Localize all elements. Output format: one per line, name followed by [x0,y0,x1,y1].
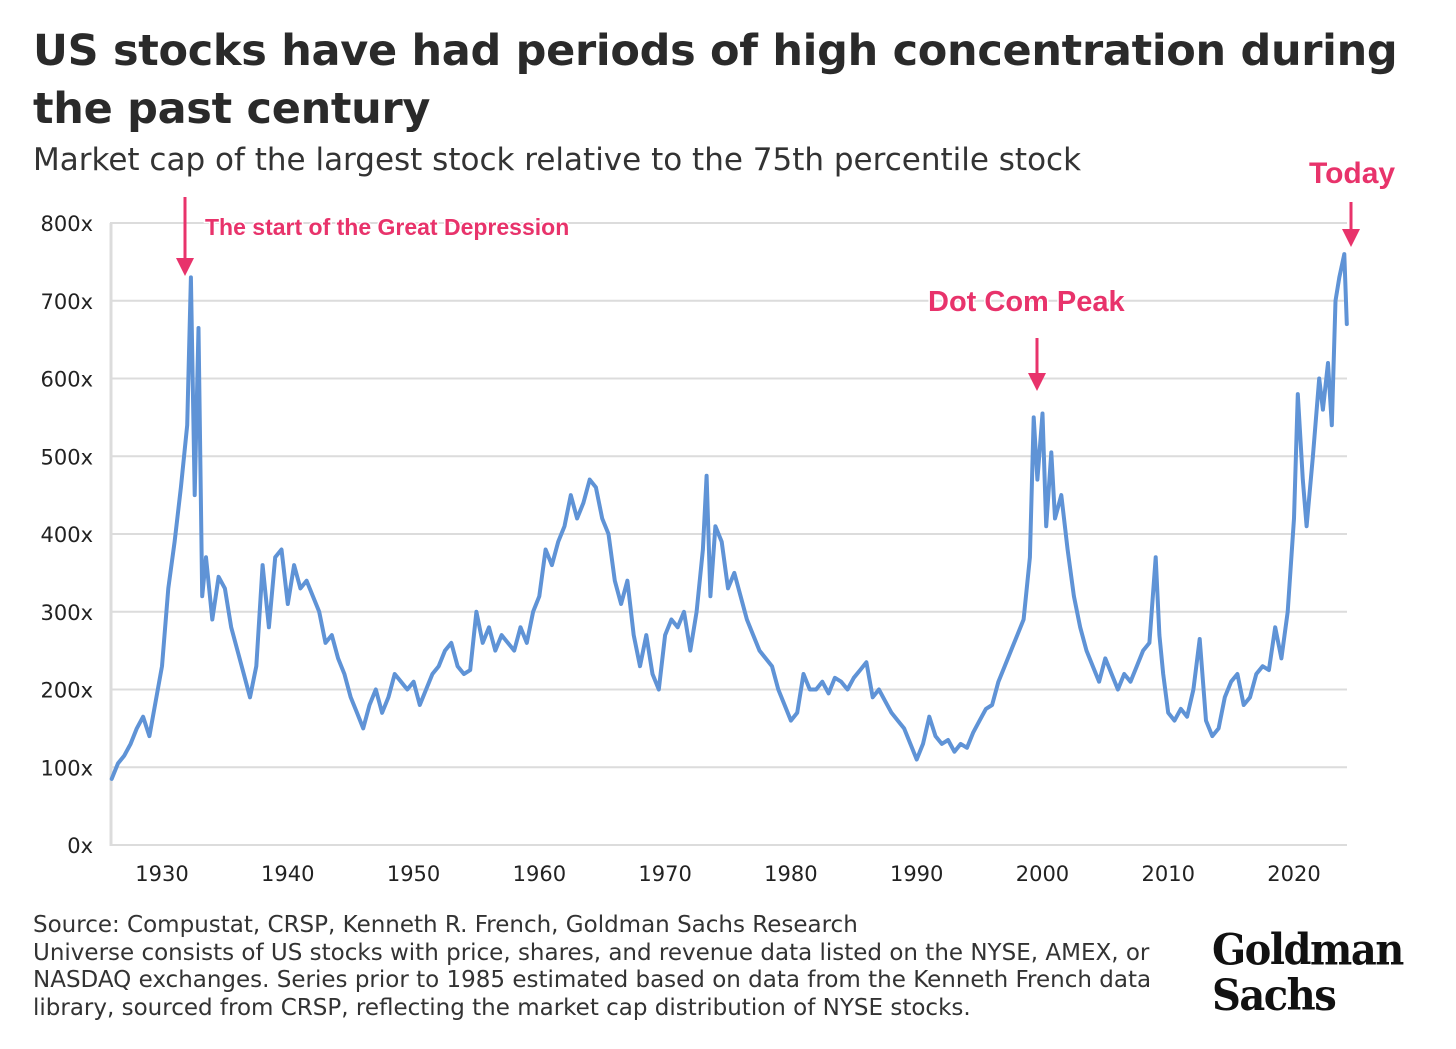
annotation-dot-com-peak: Dot Com Peak [928,286,1125,318]
y-tick-label: 500x [40,445,93,469]
y-tick-label: 300x [40,601,93,625]
x-tick-label: 1970 [638,862,691,886]
x-tick-label: 1950 [387,862,440,886]
arrow-down-icon [1342,202,1360,247]
x-tick-label: 1930 [135,862,188,886]
y-tick-label: 800x [40,212,93,236]
x-tick-label: 1960 [513,862,566,886]
y-tick-label: 600x [40,368,93,392]
arrow-down-icon [176,197,194,276]
y-tick-label: 100x [40,756,93,780]
x-tick-label: 2010 [1142,862,1195,886]
x-tick-label: 2020 [1267,862,1320,886]
annotation-today: Today [1309,157,1395,190]
goldman-sachs-logo: Goldman Sachs [1212,924,1404,1021]
y-tick-label: 200x [40,679,93,703]
source-note: Source: Compustat, CRSP, Kenneth R. Fren… [33,912,858,938]
universe-note: Universe consists of US stocks with pric… [33,939,1152,1021]
arrow-down-icon [1028,338,1046,391]
y-tick-label: 700x [40,290,93,314]
annotation-great-depression: The start of the Great Depression [205,214,569,240]
chart-subtitle: Market cap of the largest stock relative… [33,142,1082,178]
x-tick-label: 2000 [1016,862,1069,886]
y-tick-label: 0x [67,834,93,858]
x-tick-label: 1940 [261,862,314,886]
chart-title: US stocks have had periods of high conce… [33,26,1398,134]
footer-notes: Source: Compustat, CRSP, Kenneth R. Fren… [33,912,1213,1022]
x-tick-label: 1980 [764,862,817,886]
y-tick-label: 400x [40,523,93,547]
series-line [109,252,1349,781]
x-tick-label: 1990 [890,862,943,886]
